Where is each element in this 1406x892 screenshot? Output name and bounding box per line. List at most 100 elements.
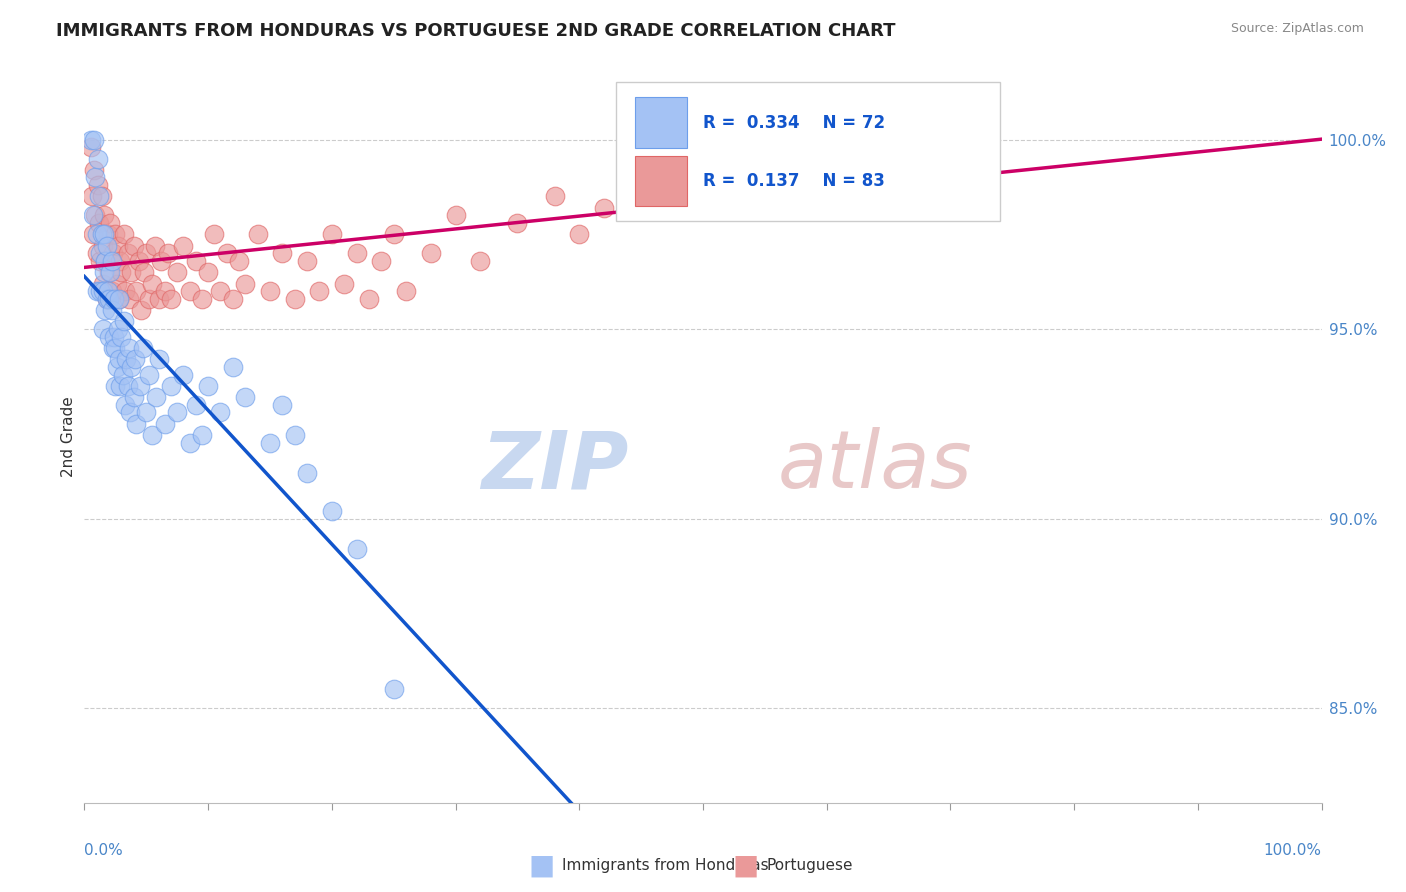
Point: [98, 265, 121, 279]
Point: [197, 379, 219, 393]
Point: [84, 170, 107, 185]
Point: [593, 201, 616, 215]
Point: [233, 277, 256, 291]
Point: [179, 435, 201, 450]
Point: [83, 162, 105, 177]
Point: [125, 417, 148, 431]
Point: [86, 284, 108, 298]
Point: [419, 246, 441, 260]
Point: [128, 253, 150, 268]
Point: [98, 329, 121, 343]
Point: [215, 246, 238, 260]
Text: 100.0%: 100.0%: [1264, 843, 1322, 858]
Point: [82, 227, 104, 242]
Point: [93, 208, 115, 222]
Point: [98, 216, 121, 230]
Point: [877, 132, 900, 146]
Text: IMMIGRANTS FROM HONDURAS VS PORTUGUESE 2ND GRADE CORRELATION CHART: IMMIGRANTS FROM HONDURAS VS PORTUGUESE 2…: [56, 22, 896, 40]
Point: [692, 162, 714, 177]
Point: [321, 504, 343, 518]
Point: [110, 329, 132, 343]
Point: [506, 216, 529, 230]
FancyBboxPatch shape: [636, 155, 688, 206]
Point: [166, 405, 188, 419]
Text: R =  0.334    N = 72: R = 0.334 N = 72: [703, 113, 886, 131]
Point: [153, 284, 176, 298]
Point: [184, 398, 207, 412]
Point: [90, 227, 112, 242]
Point: [271, 398, 294, 412]
Point: [246, 227, 269, 242]
Point: [120, 359, 142, 374]
Point: [108, 352, 131, 367]
Text: Portuguese: Portuguese: [766, 858, 853, 872]
Point: [96, 238, 118, 252]
Point: [110, 253, 132, 268]
Point: [141, 428, 163, 442]
Point: [105, 277, 128, 291]
Text: ■: ■: [733, 851, 758, 880]
Point: [295, 253, 318, 268]
Text: R =  0.137    N = 83: R = 0.137 N = 83: [703, 172, 884, 190]
Point: [295, 466, 318, 480]
Point: [89, 216, 111, 230]
Text: ZIP: ZIP: [481, 427, 628, 506]
Point: [98, 292, 121, 306]
Point: [122, 238, 145, 252]
Point: [117, 379, 139, 393]
Point: [111, 368, 134, 382]
Point: [107, 322, 129, 336]
Point: [150, 253, 173, 268]
Point: [89, 246, 111, 260]
Text: atlas: atlas: [778, 427, 972, 506]
Point: [228, 253, 250, 268]
Point: [815, 140, 838, 154]
Point: [90, 189, 112, 203]
Text: 0.0%: 0.0%: [84, 843, 124, 858]
Point: [124, 352, 146, 367]
Point: [333, 277, 356, 291]
Point: [87, 152, 110, 166]
Text: ■: ■: [529, 851, 554, 880]
Point: [197, 265, 219, 279]
Point: [100, 253, 122, 268]
Point: [104, 341, 127, 355]
Point: [94, 253, 117, 268]
Point: [120, 405, 142, 419]
Point: [148, 352, 170, 367]
Point: [382, 682, 405, 697]
Point: [83, 132, 105, 146]
Point: [91, 277, 114, 291]
Point: [259, 435, 281, 450]
Point: [100, 284, 122, 298]
Point: [114, 398, 136, 412]
Point: [103, 329, 125, 343]
Point: [135, 246, 157, 260]
Point: [112, 314, 135, 328]
Point: [122, 390, 145, 404]
Point: [395, 284, 418, 298]
Point: [145, 390, 167, 404]
Point: [118, 292, 141, 306]
Point: [172, 368, 194, 382]
Point: [79, 140, 101, 154]
Point: [131, 341, 153, 355]
Point: [115, 352, 138, 367]
Point: [543, 189, 565, 203]
Point: [346, 246, 368, 260]
Point: [120, 265, 142, 279]
Point: [153, 417, 176, 431]
Point: [103, 292, 125, 306]
Point: [84, 208, 107, 222]
Point: [172, 238, 194, 252]
Point: [184, 253, 207, 268]
Point: [87, 178, 110, 192]
Point: [132, 265, 155, 279]
Point: [98, 265, 121, 279]
Point: [141, 277, 163, 291]
Point: [89, 284, 111, 298]
Point: [86, 227, 108, 242]
Point: [129, 379, 152, 393]
Point: [82, 208, 104, 222]
Point: [91, 322, 114, 336]
